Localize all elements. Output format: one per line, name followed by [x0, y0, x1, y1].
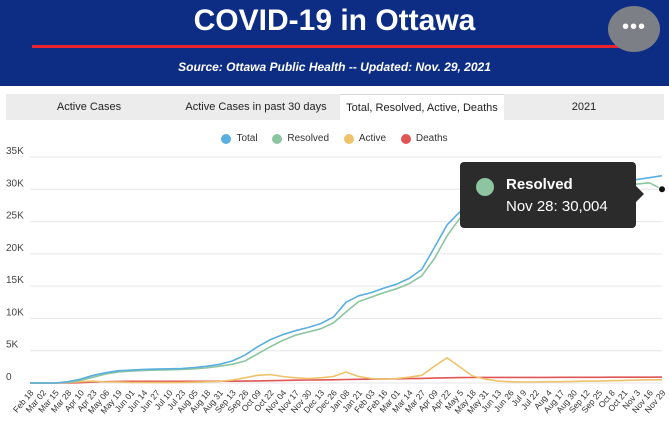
tooltip-series-name: Resolved: [506, 176, 573, 193]
series-line-active: [30, 357, 662, 384]
y-tick-label: 35K: [6, 146, 24, 157]
tooltip-value: Nov 28: 30,004: [506, 198, 608, 215]
title-underline: [32, 45, 632, 48]
legend-item-deaths[interactable]: Deaths: [400, 133, 448, 144]
chart-legend: Total Resolved Active Deaths: [0, 133, 669, 147]
tooltip-series-dot-icon: [476, 178, 494, 196]
y-tick-label: 20K: [6, 243, 24, 254]
tab-active-cases-30-days[interactable]: Active Cases in past 30 days: [185, 101, 327, 113]
y-tick-label: 15K: [6, 275, 24, 286]
tab-active-cases[interactable]: Active Cases: [56, 101, 122, 113]
app-header: COVID-19 in Ottawa Source: Ottawa Public…: [0, 0, 669, 86]
source-subtitle: Source: Ottawa Public Health -- Updated:…: [178, 60, 491, 74]
legend-dot-icon: [272, 133, 283, 144]
legend-dot-icon: [343, 133, 354, 144]
legend-item-resolved[interactable]: Resolved: [272, 133, 329, 144]
legend-item-total[interactable]: Total: [221, 133, 258, 144]
page-title: COVID-19 in Ottawa: [193, 4, 476, 37]
y-tick-label: 10K: [6, 307, 24, 318]
y-tick-label: 0: [6, 372, 12, 383]
y-tick-label: 30K: [6, 178, 24, 189]
legend-item-active[interactable]: Active: [343, 133, 387, 144]
legend-dot-icon: [400, 133, 411, 144]
tab-total-resolved-active-deaths[interactable]: Total, Resolved, Active, Deaths: [340, 94, 504, 120]
chart-tooltip: Resolved Nov 28: 30,004: [460, 162, 636, 228]
tab-bar: Active Cases Active Cases in past 30 day…: [6, 94, 664, 120]
more-horizontal-icon: •••: [621, 16, 646, 38]
legend-label-resolved: Resolved: [287, 133, 330, 144]
legend-label-deaths: Deaths: [415, 133, 448, 144]
series-line-deaths: [30, 376, 663, 384]
legend-label-total: Total: [236, 133, 258, 144]
tooltip-pointer: [636, 186, 644, 202]
tab-2021[interactable]: 2021: [571, 101, 597, 113]
legend-label-active: Active: [358, 133, 387, 144]
hover-point-marker: [658, 185, 666, 194]
y-tick-label: 5K: [6, 340, 19, 351]
more-options-button[interactable]: •••: [608, 6, 660, 52]
legend-dot-icon: [221, 133, 232, 144]
y-tick-label: 25K: [6, 211, 24, 222]
